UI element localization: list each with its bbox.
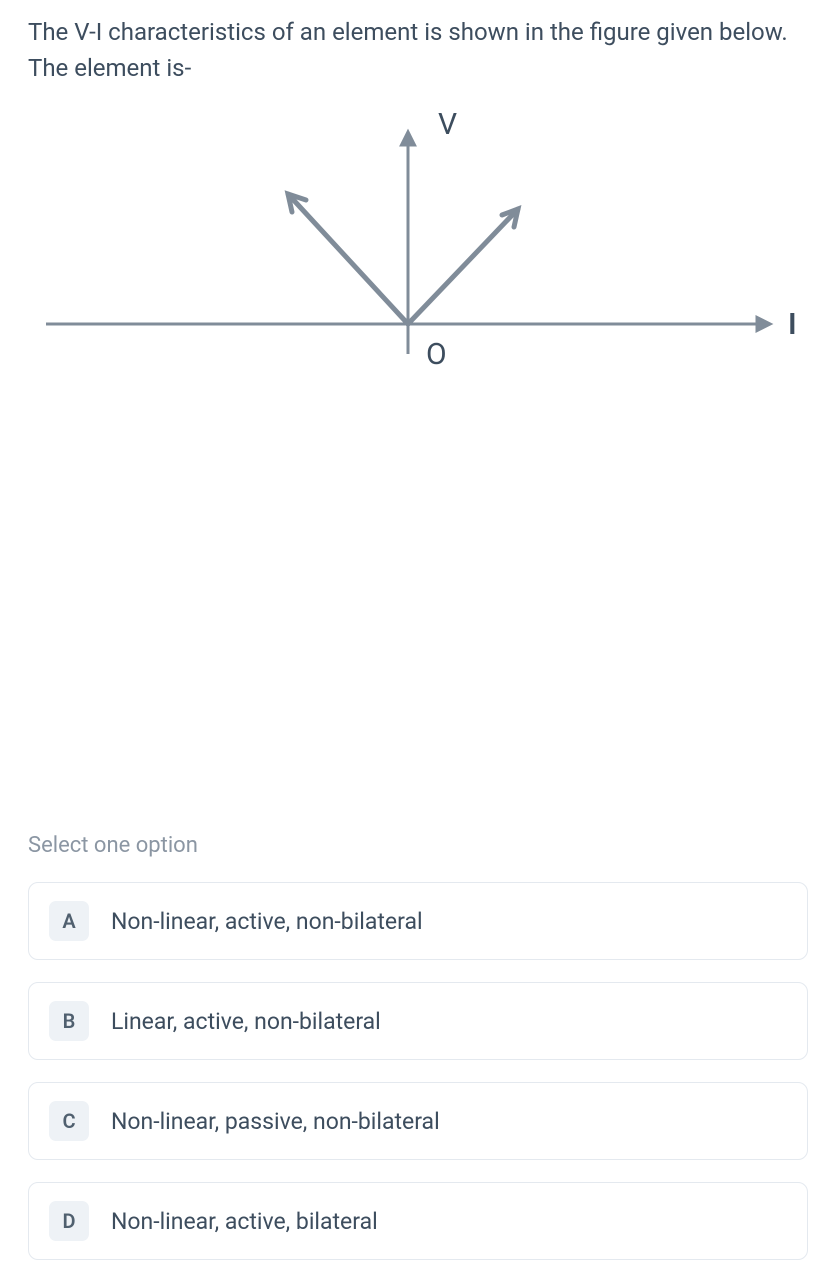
vi-diagram: V I O (28, 94, 808, 398)
spacer (28, 398, 808, 825)
option-text: Linear, active, non-bilateral (111, 1008, 381, 1035)
option-letter: D (49, 1201, 89, 1241)
svg-text:I: I (788, 307, 797, 342)
svg-text:O: O (426, 337, 447, 372)
question-page: The V-I characteristics of an element is… (0, 0, 836, 1280)
select-hint: Select one option (28, 833, 808, 858)
option-text: Non-linear, active, bilateral (111, 1208, 378, 1235)
option-c[interactable]: C Non-linear, passive, non-bilateral (28, 1082, 808, 1160)
option-d[interactable]: D Non-linear, active, bilateral (28, 1182, 808, 1260)
option-text: Non-linear, active, non-bilateral (111, 908, 423, 935)
options-list: A Non-linear, active, non-bilateral B Li… (28, 882, 808, 1260)
option-a[interactable]: A Non-linear, active, non-bilateral (28, 882, 808, 960)
question-text: The V-I characteristics of an element is… (28, 14, 808, 86)
svg-text:V: V (438, 107, 457, 142)
option-b[interactable]: B Linear, active, non-bilateral (28, 982, 808, 1060)
option-letter: C (49, 1101, 89, 1141)
option-text: Non-linear, passive, non-bilateral (111, 1108, 440, 1135)
option-letter: B (49, 1001, 89, 1041)
option-letter: A (49, 901, 89, 941)
